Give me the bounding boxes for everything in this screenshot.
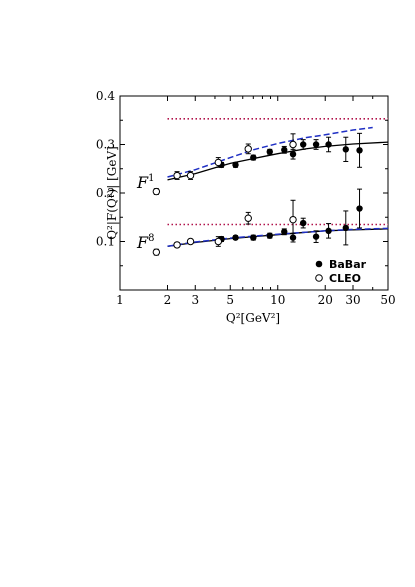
data-points	[152, 132, 363, 256]
model-curve-solid-black	[167, 141, 389, 181]
data-point-babar	[232, 234, 239, 241]
data-point-cleo	[152, 248, 161, 256]
legend-label-babar: BaBar	[329, 258, 367, 271]
x-tick-label: 2	[164, 293, 172, 307]
legend-marker-babar	[315, 260, 323, 268]
x-axis-label: Q²[GeV²]	[226, 311, 280, 325]
data-point-babar	[250, 154, 257, 161]
model-curve-solid-black	[167, 228, 389, 247]
model-curve-dashed-blue	[167, 227, 389, 248]
data-point-cleo	[186, 171, 195, 180]
x-tick-label: 1	[116, 293, 124, 307]
data-point-babar	[281, 228, 288, 235]
data-point-babar	[312, 141, 320, 148]
data-point-babar	[266, 148, 273, 155]
legend-marker-cleo	[315, 274, 323, 282]
data-point-cleo	[214, 158, 223, 167]
data-point-cleo	[214, 237, 223, 246]
data-point-cleo	[244, 145, 252, 153]
y-tick-label: 0.4	[96, 89, 115, 103]
data-point-cleo	[173, 171, 181, 180]
data-point-cleo	[244, 214, 252, 222]
x-tick-label: 3	[191, 293, 199, 307]
data-point-babar	[356, 205, 363, 212]
model-curves	[167, 118, 389, 248]
data-point-babar	[232, 161, 239, 169]
annotation-f8: F8	[136, 233, 154, 252]
y-tick-label: 0.2	[96, 186, 115, 200]
model-curve-dashed-blue	[167, 126, 373, 178]
x-tick-label: 30	[345, 293, 360, 307]
data-point-babar	[266, 232, 273, 239]
data-point-cleo	[289, 215, 297, 224]
data-point-babar	[342, 146, 349, 153]
x-tick-label: 5	[226, 293, 234, 307]
axis-ticks: 1 2 3 5 10 20 30 50 0.1 0.2 0.3 0.4	[96, 89, 396, 307]
data-point-babar	[325, 227, 332, 235]
data-point-babar	[312, 233, 320, 240]
data-point-cleo	[152, 187, 161, 196]
legend: BaBar CLEO	[315, 258, 367, 285]
data-point-cleo	[289, 140, 297, 149]
x-tick-label: 20	[318, 293, 333, 307]
data-point-babar	[356, 147, 363, 154]
annotation-f1: F1	[136, 173, 154, 192]
data-point-cleo	[173, 241, 181, 249]
legend-label-cleo: CLEO	[329, 272, 361, 285]
data-point-babar	[325, 141, 332, 148]
x-tick-label: 50	[380, 293, 395, 307]
data-point-cleo	[186, 237, 195, 246]
y-tick-label: 0.3	[96, 138, 115, 152]
data-point-babar	[342, 224, 349, 232]
y-axis-label: Q²|F(Q²)| [GeV]	[105, 146, 119, 240]
data-point-babar	[250, 234, 257, 241]
data-point-babar	[299, 219, 307, 227]
x-tick-label: 10	[270, 293, 285, 307]
data-point-babar	[299, 141, 307, 148]
data-point-babar	[281, 146, 288, 154]
y-tick-label: 0.1	[96, 235, 115, 249]
